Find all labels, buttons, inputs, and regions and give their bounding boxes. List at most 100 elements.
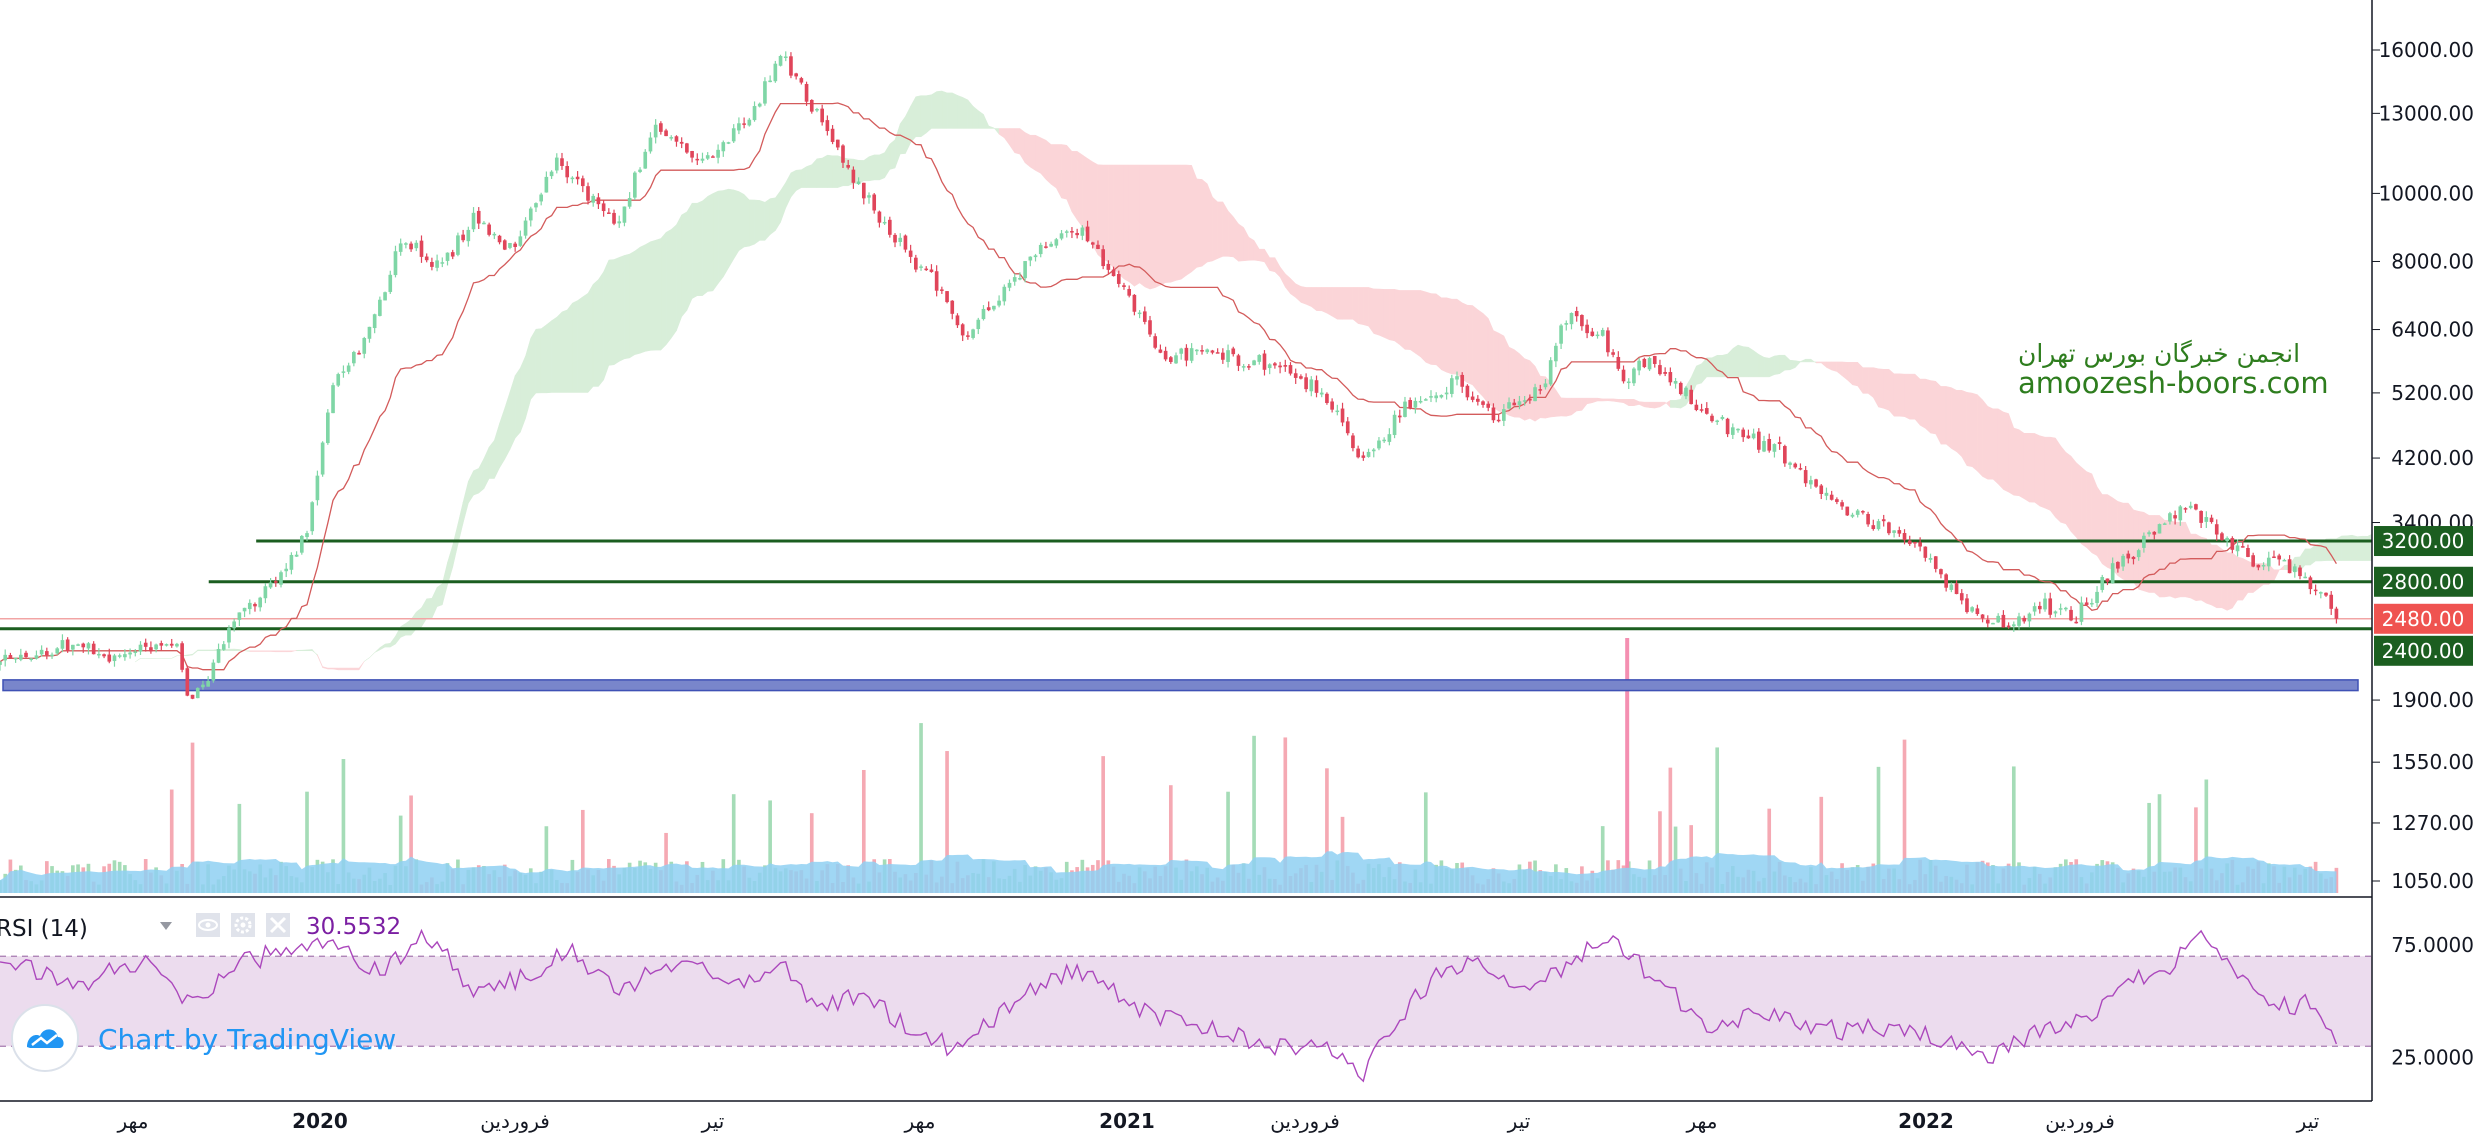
- cloud-segment: [1435, 293, 1442, 371]
- candle-body: [674, 136, 679, 142]
- candle-body: [1751, 433, 1756, 439]
- cloud-segment: [332, 667, 339, 671]
- price-axis[interactable]: 16000.00 13000.00 10000.00 8000.00 6400.00 52…: [2372, 38, 2474, 893]
- cloud-segment: [2200, 536, 2207, 604]
- cloud-segment: [743, 193, 750, 248]
- candle-body: [367, 326, 372, 339]
- time-axis[interactable]: مهر 2020 فروردین تیر مهر 2021 فروردین تیر مهر 202…: [117, 1109, 2320, 1133]
- gear-icon[interactable]: [231, 913, 255, 937]
- candle-body: [1840, 502, 1844, 507]
- price-level-tag-label: 2400.00: [2382, 639, 2465, 663]
- candle-body: [221, 644, 226, 650]
- candle-body: [227, 627, 231, 643]
- price-tick-label: 4200.00: [2391, 446, 2474, 470]
- candle-body: [1434, 395, 1439, 399]
- candle-body: [778, 55, 783, 66]
- candle-body: [1991, 622, 1995, 625]
- candle-body: [1205, 349, 1210, 353]
- chevron-down-icon[interactable]: [160, 922, 172, 930]
- cloud-segment: [1493, 330, 1499, 412]
- cloud-segment: [525, 338, 532, 419]
- cloud-segment: [473, 467, 479, 496]
- price-tick-label: 16000.00: [2379, 38, 2474, 62]
- candle-body: [1210, 350, 1215, 353]
- candle-body: [1387, 434, 1392, 442]
- support-zone-rectangle[interactable]: [2, 679, 2359, 692]
- candle-body: [976, 319, 981, 330]
- candle-body: [1356, 448, 1360, 458]
- cloud-segment: [259, 650, 266, 652]
- rsi-tick-label: 75.0000: [2391, 933, 2474, 957]
- rsi-axis[interactable]: 75.0000 25.0000: [2391, 933, 2474, 1070]
- candle-body: [1663, 371, 1667, 374]
- cloud-segment: [254, 650, 261, 652]
- cloud-segment: [894, 123, 901, 169]
- time-tick-label: مهر: [1686, 1109, 1718, 1133]
- eye-icon[interactable]: [196, 913, 220, 937]
- cloud-segment: [2273, 569, 2280, 581]
- volume-histogram: [0, 638, 2339, 893]
- candle-body: [1528, 398, 1532, 401]
- candle-body: [45, 651, 49, 656]
- volume-bar: [341, 759, 346, 893]
- candle-body: [2074, 621, 2079, 624]
- candle-body: [2266, 557, 2271, 567]
- candle-body: [1548, 360, 1553, 385]
- candle-body: [2064, 607, 2068, 610]
- cloud-segment: [233, 648, 240, 652]
- candle-body: [1668, 372, 1673, 383]
- cloud-segment: [197, 649, 204, 652]
- price-tick-label: 1270.00: [2391, 811, 2474, 835]
- candle-body: [2240, 546, 2245, 548]
- candle-body: [1273, 363, 1277, 366]
- cloud-segment: [561, 309, 568, 393]
- candle-body: [1028, 256, 1033, 261]
- cloud-segment: [1295, 283, 1302, 303]
- cloud-segment: [1794, 360, 1801, 369]
- candle-body: [554, 157, 559, 171]
- cloud-segment: [1649, 401, 1655, 409]
- candle-body: [1382, 439, 1386, 442]
- candle-body: [518, 236, 523, 246]
- tradingview-logo[interactable]: Chart by TradingView: [11, 1004, 396, 1072]
- candle-body: [65, 639, 70, 651]
- logo-text: Chart by TradingView: [98, 1023, 396, 1056]
- volume-bar: [2194, 807, 2198, 893]
- cloud-segment: [452, 523, 459, 568]
- watermark-persian: انجمن خبرگان بورس تهران: [2018, 339, 2300, 369]
- candle-body: [450, 252, 455, 257]
- candle-body: [1106, 263, 1111, 270]
- candle-body: [336, 374, 341, 386]
- cloud-segment: [348, 667, 355, 671]
- volume-bar: [919, 723, 923, 893]
- candle-body: [1502, 409, 1506, 421]
- candle-body: [34, 655, 39, 659]
- candle-body: [841, 145, 845, 163]
- candle-body: [1491, 407, 1496, 421]
- candle-body: [2131, 556, 2136, 560]
- volume-bar: [1902, 739, 1907, 893]
- candle-body: [1049, 243, 1053, 247]
- close-icon[interactable]: [266, 913, 290, 937]
- candle-body: [1762, 441, 1766, 452]
- cloud-segment: [2107, 494, 2113, 571]
- price-level-tags: 3200.00 2800.00 2480.00 2400.00: [2374, 526, 2473, 666]
- cloud-segment: [327, 667, 334, 670]
- cloud-segment: [2128, 502, 2134, 583]
- cloud-segment: [1102, 164, 1109, 263]
- candle-body: [1928, 558, 1933, 560]
- cloud-segment: [1279, 266, 1286, 288]
- candle-body: [856, 181, 861, 185]
- candle-body: [2037, 605, 2042, 610]
- cloud-segment: [1852, 362, 1858, 387]
- cloud-segment: [2049, 436, 2056, 518]
- cloud-segment: [1071, 151, 1078, 221]
- cloud-segment: [915, 95, 922, 138]
- cloud-segment: [624, 253, 630, 360]
- cloud-segment: [468, 470, 474, 505]
- ichimoku-cloud: [135, 90, 2373, 671]
- cloud-segment: [494, 423, 500, 479]
- time-tick-label: فروردین: [2045, 1109, 2115, 1133]
- horizontal-level-lines[interactable]: [0, 539, 2372, 631]
